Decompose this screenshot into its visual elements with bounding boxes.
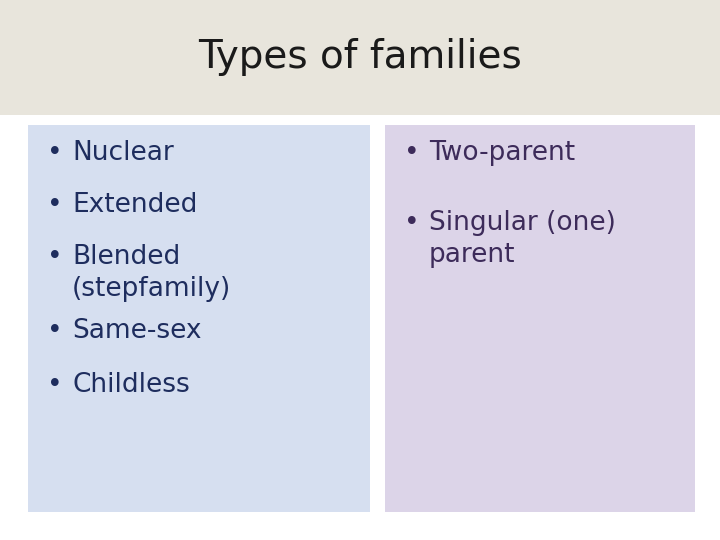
Text: Blended
(stepfamily): Blended (stepfamily) [72,244,231,302]
Text: •: • [48,192,63,218]
Text: Types of families: Types of families [198,38,522,77]
Text: Singular (one)
parent: Singular (one) parent [429,210,616,268]
Text: •: • [48,140,63,166]
Text: Extended: Extended [72,192,197,218]
Text: Same-sex: Same-sex [72,318,202,344]
Text: •: • [48,372,63,398]
Text: •: • [404,210,420,236]
Text: •: • [404,140,420,166]
Text: •: • [48,244,63,270]
FancyBboxPatch shape [28,125,370,512]
Text: Two-parent: Two-parent [429,140,575,166]
Text: Childless: Childless [72,372,190,398]
Text: Nuclear: Nuclear [72,140,174,166]
FancyBboxPatch shape [0,0,720,115]
Text: •: • [48,318,63,344]
FancyBboxPatch shape [385,125,695,512]
